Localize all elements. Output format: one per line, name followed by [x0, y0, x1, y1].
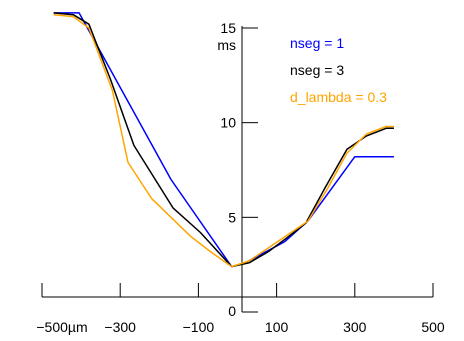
x-tick-label: 100	[265, 319, 289, 335]
legend-entry-3: d_lambda = 0.3	[290, 89, 387, 105]
y-unit-label: ms	[217, 37, 236, 53]
x-tick-label: 500	[421, 319, 445, 335]
x-tick-label: 300	[343, 319, 367, 335]
y-tick-label: 5	[228, 209, 236, 225]
x-tick-label: −100	[183, 319, 215, 335]
y-tick-label: 15	[220, 20, 236, 36]
series-layer	[53, 12, 394, 268]
x-tick-label: −300	[104, 319, 136, 335]
legend-entry-2: nseg = 3	[290, 62, 344, 78]
legend: nseg = 1 nseg = 3 d_lambda = 0.3	[290, 35, 387, 105]
legend-entry-1: nseg = 1	[290, 35, 344, 51]
series-line-2	[53, 12, 394, 268]
y-tick-label: 10	[220, 115, 236, 131]
series-line-3	[53, 13, 394, 268]
y-tick-label: 0	[228, 303, 236, 319]
x-tick-label: −500µm	[36, 319, 87, 335]
